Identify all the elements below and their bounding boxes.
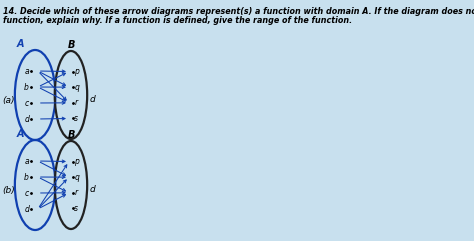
Text: b: b — [24, 173, 29, 181]
Text: a: a — [25, 156, 29, 166]
Text: a: a — [25, 67, 29, 75]
Text: A: A — [16, 39, 24, 49]
Text: A: A — [16, 129, 24, 139]
Text: p: p — [74, 67, 79, 76]
Text: d: d — [90, 186, 96, 194]
Text: (b): (b) — [3, 186, 16, 194]
Text: d: d — [24, 205, 29, 214]
Text: c: c — [25, 99, 29, 107]
Text: q: q — [74, 173, 79, 182]
Text: s: s — [74, 114, 78, 123]
Text: d: d — [90, 95, 96, 105]
Text: 14. Decide which of these arrow diagrams represent(s) a function with domain A. : 14. Decide which of these arrow diagrams… — [3, 7, 474, 16]
Text: p: p — [74, 157, 79, 166]
Text: q: q — [74, 83, 79, 92]
Text: B: B — [68, 40, 76, 50]
Text: b: b — [24, 82, 29, 92]
Text: c: c — [25, 188, 29, 198]
Text: d: d — [24, 114, 29, 123]
Text: B: B — [68, 130, 76, 140]
Text: s: s — [74, 204, 78, 213]
Text: r: r — [74, 188, 77, 197]
Text: function, explain why. If a function is defined, give the range of the function.: function, explain why. If a function is … — [3, 16, 353, 25]
Text: r: r — [74, 98, 77, 107]
Text: (a): (a) — [3, 95, 15, 105]
